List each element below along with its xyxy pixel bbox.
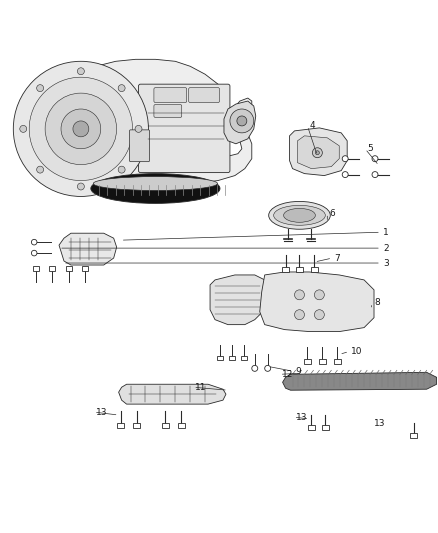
Text: 12: 12	[282, 370, 293, 379]
Circle shape	[265, 365, 271, 372]
Circle shape	[315, 151, 319, 155]
Circle shape	[314, 290, 324, 300]
Circle shape	[135, 125, 142, 132]
Circle shape	[78, 68, 85, 75]
Text: 13: 13	[96, 408, 107, 417]
FancyBboxPatch shape	[66, 266, 72, 271]
Circle shape	[237, 116, 247, 126]
FancyBboxPatch shape	[189, 87, 219, 102]
Text: 13: 13	[374, 418, 385, 427]
Ellipse shape	[283, 208, 315, 222]
FancyBboxPatch shape	[241, 357, 247, 360]
Polygon shape	[283, 373, 437, 390]
Circle shape	[32, 239, 37, 245]
Circle shape	[252, 365, 258, 372]
Ellipse shape	[268, 201, 330, 229]
Circle shape	[78, 183, 85, 190]
FancyBboxPatch shape	[217, 357, 223, 360]
Text: 4: 4	[309, 122, 315, 131]
FancyBboxPatch shape	[138, 84, 230, 173]
FancyBboxPatch shape	[82, 266, 88, 271]
Text: 2: 2	[383, 244, 389, 253]
Circle shape	[20, 125, 27, 132]
Polygon shape	[290, 128, 347, 175]
Text: 13: 13	[296, 413, 307, 422]
Polygon shape	[39, 59, 252, 185]
Circle shape	[29, 77, 133, 181]
Circle shape	[45, 93, 117, 165]
Text: 6: 6	[329, 209, 335, 218]
FancyBboxPatch shape	[130, 130, 149, 161]
Circle shape	[342, 172, 348, 177]
Polygon shape	[260, 272, 374, 332]
FancyBboxPatch shape	[154, 87, 187, 102]
Text: 9: 9	[296, 367, 301, 376]
Circle shape	[61, 109, 101, 149]
FancyBboxPatch shape	[33, 266, 39, 271]
FancyBboxPatch shape	[229, 357, 235, 360]
Text: 7: 7	[334, 254, 340, 263]
FancyBboxPatch shape	[49, 266, 55, 271]
Circle shape	[37, 85, 44, 92]
FancyBboxPatch shape	[334, 359, 341, 365]
Polygon shape	[297, 136, 339, 168]
FancyBboxPatch shape	[282, 267, 289, 272]
Text: 8: 8	[374, 298, 380, 307]
FancyBboxPatch shape	[296, 267, 303, 272]
Circle shape	[372, 156, 378, 161]
FancyBboxPatch shape	[178, 423, 185, 428]
FancyBboxPatch shape	[322, 425, 329, 430]
Circle shape	[230, 109, 254, 133]
Ellipse shape	[91, 174, 220, 204]
Text: 5: 5	[367, 144, 373, 154]
Ellipse shape	[93, 176, 218, 190]
FancyBboxPatch shape	[162, 423, 169, 428]
Circle shape	[314, 310, 324, 320]
Circle shape	[32, 251, 37, 256]
FancyBboxPatch shape	[304, 359, 311, 365]
Text: 11: 11	[195, 383, 207, 392]
Text: 10: 10	[351, 347, 363, 356]
Circle shape	[294, 310, 304, 320]
Circle shape	[37, 166, 44, 173]
FancyBboxPatch shape	[308, 425, 315, 430]
Polygon shape	[224, 101, 256, 144]
FancyBboxPatch shape	[319, 359, 326, 365]
Circle shape	[342, 156, 348, 161]
FancyBboxPatch shape	[117, 423, 124, 428]
Polygon shape	[119, 384, 226, 404]
Text: 3: 3	[383, 259, 389, 268]
Circle shape	[312, 148, 322, 158]
Text: 1: 1	[383, 228, 389, 237]
Circle shape	[294, 290, 304, 300]
FancyBboxPatch shape	[154, 104, 182, 117]
FancyBboxPatch shape	[133, 423, 140, 428]
FancyBboxPatch shape	[311, 267, 318, 272]
Polygon shape	[59, 233, 117, 265]
Ellipse shape	[274, 205, 325, 225]
Circle shape	[73, 121, 89, 137]
Circle shape	[118, 166, 125, 173]
Polygon shape	[210, 275, 268, 325]
Circle shape	[13, 61, 148, 197]
Circle shape	[372, 172, 378, 177]
FancyBboxPatch shape	[410, 433, 417, 438]
Circle shape	[118, 85, 125, 92]
